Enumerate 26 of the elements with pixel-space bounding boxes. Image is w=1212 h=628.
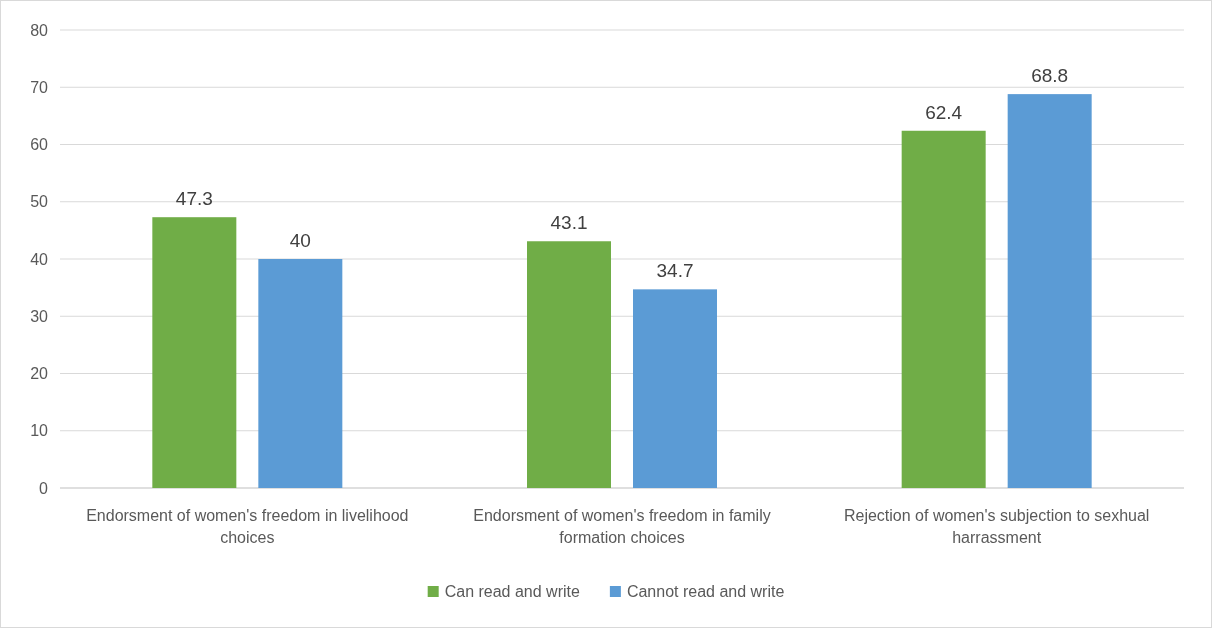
x-tick-label: Endorsment of women's freedom in livelihood choices: [86, 507, 409, 546]
y-tick-label: 30: [30, 307, 49, 325]
data-label: 34.7: [656, 260, 694, 282]
bar: [633, 289, 717, 488]
x-tick-label: Rejection of women's subjection to sexhual harrassment: [843, 507, 1150, 546]
data-label: 40: [289, 230, 311, 251]
y-tick-label: 60: [30, 136, 49, 154]
legend-label: Cannot read and write: [626, 583, 785, 600]
data-label: 68.8: [1031, 65, 1069, 87]
data-label: 62.4: [925, 101, 963, 123]
y-tick-label: 20: [30, 365, 49, 383]
x-tick-label: Endorsment of women's freedom in family formation choices: [473, 507, 771, 546]
bar: [527, 241, 611, 488]
bar: [152, 217, 237, 488]
bar: [1007, 94, 1092, 488]
y-tick-label: 80: [30, 21, 49, 39]
bar: [258, 259, 343, 488]
bar: [901, 130, 986, 488]
y-tick-label: 40: [30, 250, 49, 268]
y-tick-label: 0: [39, 479, 49, 497]
y-tick-label: 10: [30, 422, 49, 440]
data-label: 43.1: [550, 212, 588, 234]
y-tick-label: 50: [30, 193, 49, 211]
data-label: 47.3: [175, 188, 213, 210]
y-tick-label: 70: [30, 78, 49, 96]
legend-label: Can read and write: [444, 583, 580, 600]
